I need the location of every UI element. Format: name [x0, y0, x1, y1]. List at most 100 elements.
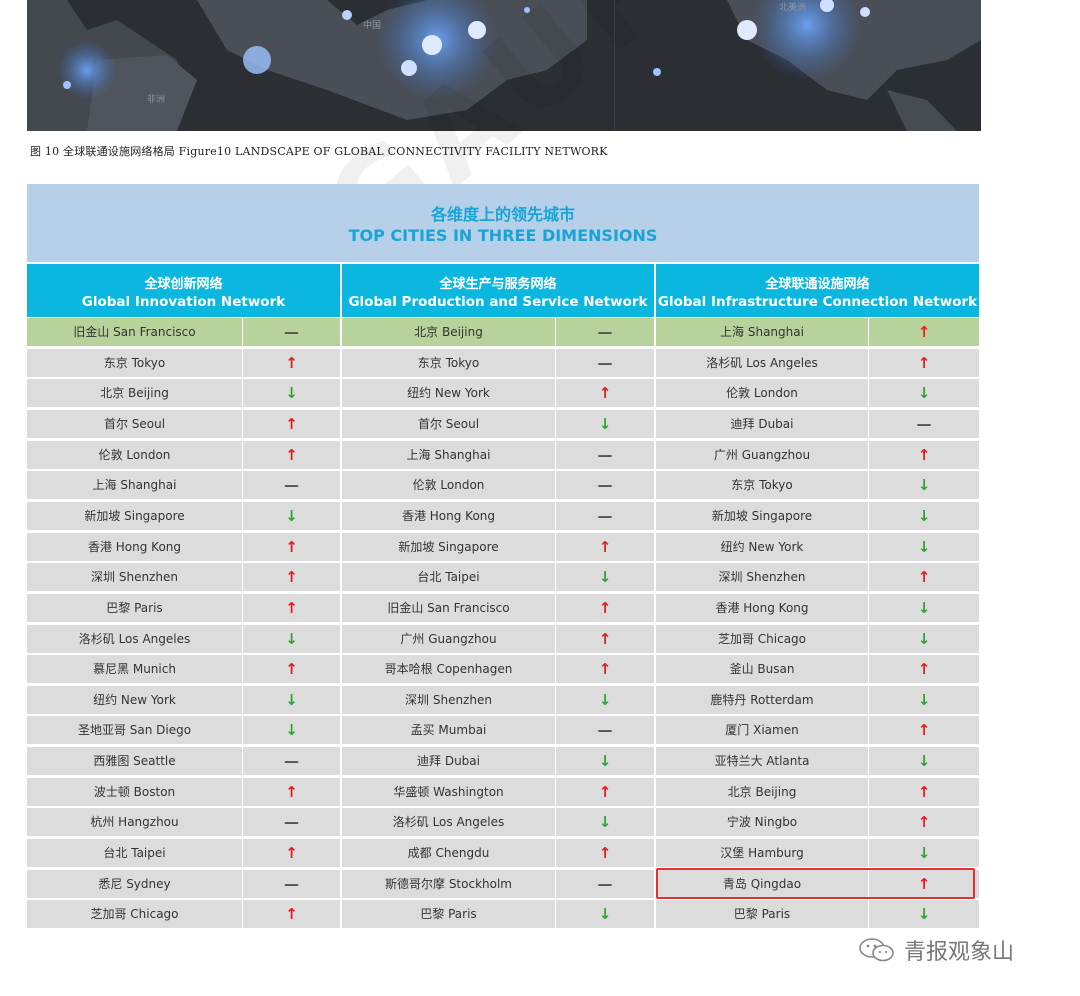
table-cell-city: 香港 Hong Kong: [656, 594, 868, 622]
table-cell-city: 迪拜 Dubai: [342, 747, 555, 775]
table-cell-trend: ↑: [243, 533, 340, 561]
table-cell-city: 杭州 Hangzhou: [27, 808, 242, 836]
table-cell-city: 巴黎 Paris: [27, 594, 242, 622]
table-cell-trend: —: [869, 410, 979, 438]
table-cell-city: 北京 Beijing: [656, 778, 868, 806]
table-title-en: TOP CITIES IN THREE DIMENSIONS: [348, 226, 658, 245]
table-cell-trend: —: [556, 502, 654, 530]
table-cell-city: 洛杉矶 Los Angeles: [342, 808, 555, 836]
table-cell-city: 迪拜 Dubai: [656, 410, 868, 438]
table-cell-trend: ↓: [556, 686, 654, 714]
table-cell-city: 宁波 Ningbo: [656, 808, 868, 836]
table-cell-trend: ↓: [556, 563, 654, 591]
table-cell-city: 慕尼黑 Munich: [27, 655, 242, 683]
table-cell-city: 厦门 Xiamen: [656, 716, 868, 744]
table-cell-trend: —: [243, 318, 340, 346]
map-graphic: [27, 0, 981, 131]
table-cell-city: 西雅图 Seattle: [27, 747, 242, 775]
table-cell-trend: ↑: [556, 839, 654, 867]
table-cell-trend: ↓: [869, 379, 979, 407]
table-cell-city: 首尔 Seoul: [342, 410, 555, 438]
table-cell-trend: ↓: [869, 839, 979, 867]
column-header-production: 全球生产与服务网络 Global Production and Service …: [342, 264, 654, 317]
column-header-en: Global Production and Service Network: [348, 294, 648, 310]
table-cell-city: 伦敦 London: [656, 379, 868, 407]
table-cell-trend: —: [556, 318, 654, 346]
table-cell-trend: ↑: [869, 349, 979, 377]
table-cell-trend: —: [243, 808, 340, 836]
table-cell-trend: —: [243, 747, 340, 775]
table-cell-city: 亚特兰大 Atlanta: [656, 747, 868, 775]
table-cell-trend: ↑: [869, 441, 979, 469]
table-cell-trend: ↑: [869, 716, 979, 744]
table-cell-city: 深圳 Shenzhen: [342, 686, 555, 714]
table-cell-trend: ↑: [243, 778, 340, 806]
table-cell-trend: ↓: [869, 471, 979, 499]
table-cell-trend: ↑: [869, 563, 979, 591]
table-cell-city: 新加坡 Singapore: [27, 502, 242, 530]
column-header-innovation: 全球创新网络 Global Innovation Network: [27, 264, 340, 317]
table-cell-trend: ↑: [243, 900, 340, 928]
table-cell-trend: ↓: [869, 594, 979, 622]
table-cell-trend: ↓: [869, 625, 979, 653]
table-cell-trend: ↑: [243, 839, 340, 867]
column-header-en: Global Innovation Network: [81, 294, 286, 310]
table-title-cn: 各维度上的领先城市: [430, 205, 575, 224]
table-cell-city: 深圳 Shenzhen: [27, 563, 242, 591]
table-cell-city: 北京 Beijing: [27, 379, 242, 407]
table-cell-city: 华盛顿 Washington: [342, 778, 555, 806]
world-map-image: 非洲 中国 北美洲: [27, 0, 981, 131]
table-cell-trend: ↓: [243, 379, 340, 407]
table-cell-trend: ↓: [869, 747, 979, 775]
table-cell-city: 悉尼 Sydney: [27, 870, 242, 898]
column-header-en: Global Infrastructure Connection Network: [657, 294, 978, 310]
table-cell-city: 东京 Tokyo: [656, 471, 868, 499]
table-cell-trend: —: [243, 870, 340, 898]
table-cell-city: 纽约 New York: [342, 379, 555, 407]
table-cell-city: 巴黎 Paris: [342, 900, 555, 928]
map-label-china: 中国: [363, 21, 382, 31]
table-cell-city: 上海 Shanghai: [656, 318, 868, 346]
table-cell-trend: ↑: [243, 441, 340, 469]
table-cell-trend: ↑: [243, 563, 340, 591]
table-cell-trend: ↓: [869, 533, 979, 561]
table-cell-city: 波士顿 Boston: [27, 778, 242, 806]
table-cell-city: 孟买 Mumbai: [342, 716, 555, 744]
table-cell-trend: —: [556, 870, 654, 898]
table-cell-trend: —: [556, 471, 654, 499]
table-cell-city: 上海 Shanghai: [342, 441, 555, 469]
table-cell-trend: ↑: [556, 594, 654, 622]
table-cell-city: 青岛 Qingdao: [656, 870, 868, 898]
table-cell-city: 圣地亚哥 San Diego: [27, 716, 242, 744]
table-cell-city: 洛杉矶 Los Angeles: [656, 349, 868, 377]
table-cell-city: 新加坡 Singapore: [342, 533, 555, 561]
table-cell-city: 上海 Shanghai: [27, 471, 242, 499]
table-cell-trend: ↓: [556, 747, 654, 775]
table-cell-trend: ↓: [869, 900, 979, 928]
table-cell-trend: ↑: [869, 778, 979, 806]
table-cell-trend: ↓: [243, 502, 340, 530]
table-cell-city: 巴黎 Paris: [656, 900, 868, 928]
table-cell-trend: ↑: [869, 870, 979, 898]
table-cell-trend: ↑: [556, 778, 654, 806]
table-cell-trend: ↑: [243, 410, 340, 438]
column-header-cn: 全球创新网络: [144, 277, 223, 292]
table-cell-city: 汉堡 Hamburg: [656, 839, 868, 867]
brand-watermark: 青报观象山: [858, 934, 1014, 966]
table-cell-city: 纽约 New York: [27, 686, 242, 714]
table-cell-city: 伦敦 London: [27, 441, 242, 469]
highlight-box-qingdao: [656, 868, 975, 899]
table-cell-trend: ↑: [869, 808, 979, 836]
table-cell-trend: ↑: [869, 318, 979, 346]
table-cell-trend: ↓: [243, 716, 340, 744]
table-cell-trend: ↑: [556, 379, 654, 407]
table-cell-city: 北京 Beijing: [342, 318, 555, 346]
table-cell-city: 芝加哥 Chicago: [656, 625, 868, 653]
table-cell-trend: ↑: [556, 625, 654, 653]
column-header-cn: 全球生产与服务网络: [439, 277, 557, 292]
table-cell-city: 台北 Taipei: [342, 563, 555, 591]
table-cell-trend: ↓: [556, 900, 654, 928]
table-cell-trend: ↓: [556, 410, 654, 438]
table-cell-trend: ↓: [243, 686, 340, 714]
table-cell-city: 鹿特丹 Rotterdam: [656, 686, 868, 714]
